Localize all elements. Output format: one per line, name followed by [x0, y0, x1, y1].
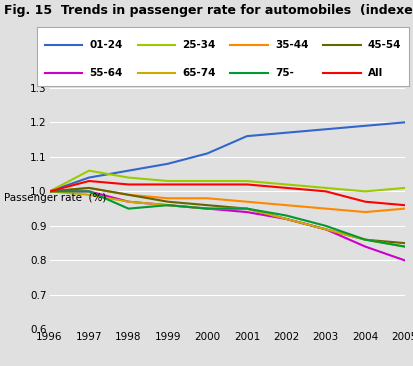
Text: 25-34: 25-34: [182, 40, 216, 50]
Text: Fig. 15  Trends in passenger rate for automobiles  (indexed): Fig. 15 Trends in passenger rate for aut…: [4, 4, 413, 17]
Text: 65-74: 65-74: [182, 68, 216, 78]
Text: 35-44: 35-44: [275, 40, 309, 50]
Text: All: All: [368, 68, 383, 78]
Text: 55-64: 55-64: [89, 68, 123, 78]
Text: 45-54: 45-54: [368, 40, 401, 50]
Text: Passenger rate  (%): Passenger rate (%): [4, 193, 107, 203]
Text: 01-24: 01-24: [89, 40, 123, 50]
Text: 75-: 75-: [275, 68, 294, 78]
